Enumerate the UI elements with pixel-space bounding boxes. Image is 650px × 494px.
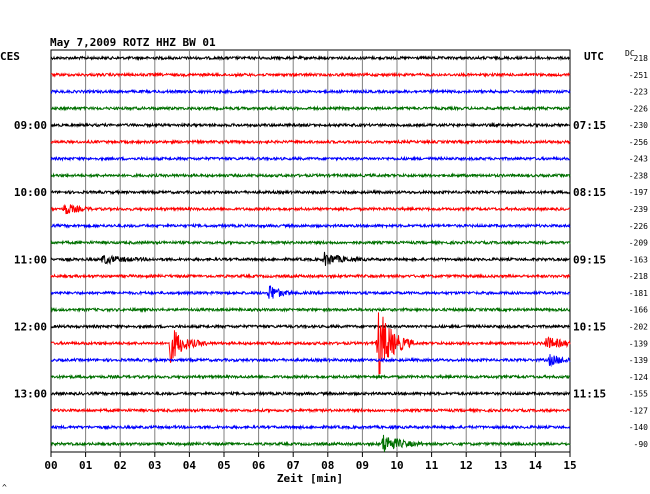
dc-offset-label: -223	[629, 88, 648, 97]
seismic-traces	[50, 54, 571, 453]
dc-offset-label: -230	[629, 121, 648, 130]
trace-line	[50, 373, 571, 381]
x-tick-label: 13	[494, 459, 507, 472]
trace-line	[50, 390, 571, 397]
x-tick-label: 15	[563, 459, 576, 472]
dc-offset-label: -90	[634, 440, 649, 449]
right-timezone-label: UTC	[584, 50, 604, 63]
left-time-label: 10:00	[14, 186, 47, 199]
dc-offset-label: -202	[629, 322, 648, 331]
trace-line	[50, 354, 571, 368]
x-tick-label: 02	[114, 459, 127, 472]
trace-line	[50, 88, 571, 95]
dc-offset-label: -163	[629, 255, 648, 264]
trace-line	[50, 407, 571, 414]
trace-line	[50, 312, 571, 375]
x-tick-label: 05	[217, 459, 230, 472]
dc-offset-label: -238	[629, 171, 648, 180]
trace-line	[50, 272, 571, 280]
trace-line	[50, 239, 571, 246]
dc-offset-label: -127	[629, 406, 648, 415]
dc-offset-label: -124	[629, 373, 648, 382]
dc-offset-label: -243	[629, 155, 648, 164]
right-time-label: 11:15	[573, 388, 606, 401]
right-time-label: 08:15	[573, 186, 606, 199]
x-tick-label: 01	[79, 459, 93, 472]
trace-line	[50, 423, 571, 431]
left-time-label: 11:00	[14, 253, 47, 266]
left-time-label: 12:00	[14, 320, 47, 333]
dc-offset-label: -181	[629, 289, 648, 298]
trace-line	[50, 71, 571, 78]
dc-offset-label: -139	[629, 339, 648, 348]
chart-grid	[50, 49, 571, 457]
trace-line	[50, 203, 571, 215]
left-time-label: 13:00	[14, 388, 47, 401]
dc-header-label: DC	[625, 49, 635, 58]
x-tick-label: 14	[529, 459, 543, 472]
trace-line	[50, 306, 571, 313]
x-tick-label: 04	[183, 459, 197, 472]
dc-offset-label: -209	[629, 239, 648, 248]
dc-offset-label: -218	[629, 54, 648, 63]
trace-line	[50, 155, 571, 162]
left-time-label: 09:00	[14, 119, 47, 132]
trace-line	[50, 188, 571, 196]
dc-offset-label: -256	[629, 138, 648, 147]
dc-offset-label: -197	[629, 188, 648, 197]
dc-offset-label: -218	[629, 272, 648, 281]
x-axis-label: Zeit [min]	[277, 472, 343, 485]
right-time-label: 10:15	[573, 320, 606, 333]
x-tick-label: 00	[44, 459, 57, 472]
trace-line	[50, 222, 571, 229]
plot-frame	[50, 49, 571, 453]
x-tick-label: 06	[252, 459, 266, 472]
x-tick-label: 10	[390, 459, 403, 472]
dc-offset-label: -239	[629, 205, 648, 214]
x-tick-label: 08	[321, 459, 334, 472]
trace-line	[50, 138, 571, 146]
trace-line	[50, 251, 571, 266]
trace-line	[50, 105, 571, 112]
axis-labels: 00 01 02 03 04 05 06 07 08 09 10 11 12 13 14 15 -218 -251…	[14, 54, 648, 472]
left-timezone-label: CES	[0, 50, 20, 63]
chart-title: May 7,2009 ROTZ HHZ BW 01	[50, 36, 216, 49]
right-time-label: 07:15	[573, 119, 606, 132]
x-tick-label: 11	[425, 459, 439, 472]
dc-offset-label: -139	[629, 356, 648, 365]
dc-offset-label: -226	[629, 222, 648, 231]
dc-offset-label: -155	[629, 390, 648, 399]
trace-line	[50, 323, 571, 330]
x-tick-label: 03	[148, 459, 161, 472]
dc-offset-label: -251	[629, 71, 648, 80]
dc-offset-label: -226	[629, 104, 648, 113]
trace-line	[50, 54, 571, 62]
trace-line	[50, 434, 571, 453]
x-tick-label: 07	[287, 459, 300, 472]
x-tick-label: 12	[460, 459, 473, 472]
trace-line	[50, 285, 571, 299]
trace-line	[50, 121, 571, 129]
dc-offset-label: -166	[629, 306, 648, 315]
corner-mark: ^	[2, 483, 7, 492]
x-tick-label: 09	[356, 459, 369, 472]
trace-line	[50, 172, 571, 179]
dc-offset-label: -140	[629, 423, 648, 432]
right-time-label: 09:15	[573, 253, 606, 266]
